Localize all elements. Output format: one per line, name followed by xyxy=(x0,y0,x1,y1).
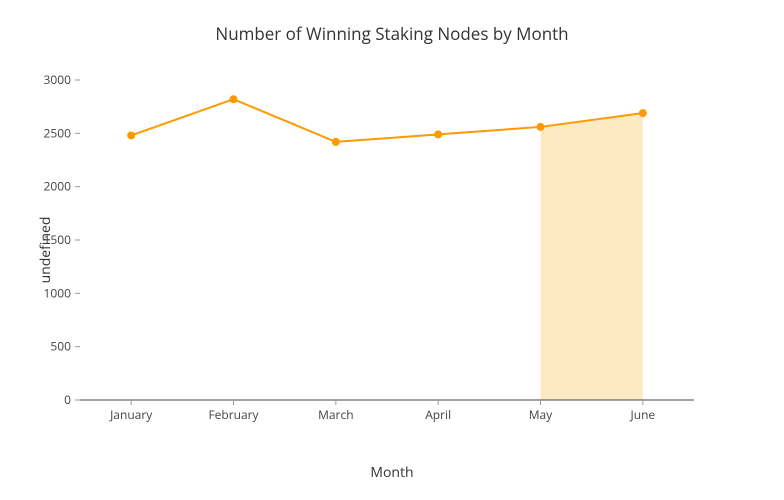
data-point xyxy=(639,109,647,117)
y-tick-label: 2000 xyxy=(44,178,72,195)
x-tick-label: February xyxy=(208,406,259,423)
data-point xyxy=(127,131,135,139)
data-point xyxy=(537,123,545,131)
x-tick-label: April xyxy=(425,406,451,423)
y-tick-label: 0 xyxy=(64,391,71,408)
y-tick-label: 500 xyxy=(50,338,71,355)
y-tick-label: 2500 xyxy=(44,124,72,141)
y-tick-label: 1500 xyxy=(44,231,72,248)
x-tick-label: June xyxy=(629,406,655,423)
x-tick-label: January xyxy=(109,406,153,423)
data-point xyxy=(230,95,238,103)
fill-region xyxy=(541,113,643,400)
y-tick-label: 1000 xyxy=(44,284,72,301)
x-tick-label: May xyxy=(529,406,553,423)
y-tick-label: 3000 xyxy=(44,71,72,88)
data-point xyxy=(434,130,442,138)
x-tick-label: March xyxy=(318,406,353,423)
data-point xyxy=(332,138,340,146)
chart-container: Number of Winning Staking Nodes by Month… xyxy=(0,0,784,500)
chart-svg: 0 500 1000 1500 2000 2500 3000 January February M… xyxy=(0,0,784,500)
